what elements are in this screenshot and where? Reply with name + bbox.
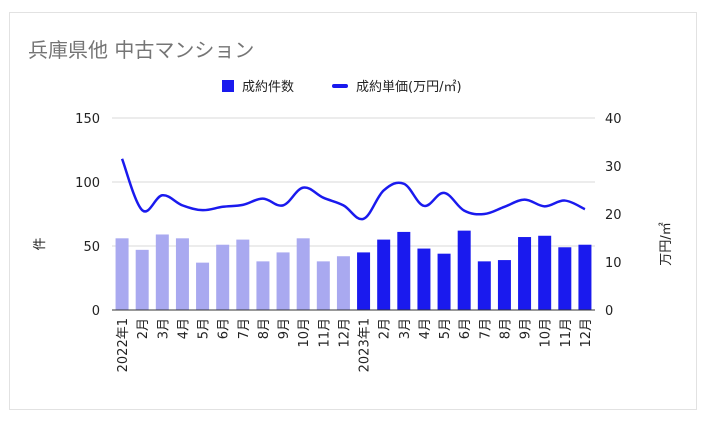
y-tick-right: 0: [605, 304, 613, 319]
legend-label-bars: 成約件数: [242, 80, 294, 95]
y-axis-title-left: 件: [33, 237, 48, 250]
y-tick-right: 30: [605, 160, 622, 175]
bar: [135, 249, 149, 310]
bar: [578, 244, 592, 310]
x-tick-label: 3月: [398, 318, 413, 339]
bar: [497, 260, 511, 310]
y-tick-left: 100: [75, 176, 100, 191]
x-tick-label: 10月: [297, 318, 312, 348]
legend-swatch-line: [332, 84, 348, 88]
x-tick-label: 5月: [438, 318, 453, 339]
bar: [457, 230, 471, 310]
x-tick-label: 7月: [237, 318, 252, 339]
legend-label-line: 成約単価(万円/㎡): [356, 79, 462, 95]
x-tick-label: 12月: [579, 318, 594, 348]
bar: [377, 239, 391, 310]
bar: [417, 248, 431, 310]
x-tick-label: 5月: [197, 318, 212, 339]
x-tick-label: 8月: [498, 318, 513, 339]
bar: [296, 238, 310, 310]
x-tick-label: 6月: [217, 318, 232, 339]
bar: [397, 231, 411, 310]
y-tick-left: 0: [92, 304, 100, 319]
bar: [256, 261, 270, 310]
bar: [276, 252, 290, 310]
bar: [316, 261, 330, 310]
bar: [477, 261, 491, 310]
x-tick-label: 7月: [478, 318, 493, 339]
y-tick-right: 40: [605, 112, 622, 127]
bar: [155, 234, 169, 310]
x-tick-label: 2023年1: [358, 318, 373, 372]
bar: [196, 262, 210, 310]
bar: [538, 235, 552, 310]
legend: 成約件数 成約単価(万円/㎡): [222, 79, 462, 95]
x-tick-label: 12月: [337, 318, 352, 348]
bar: [558, 247, 572, 310]
bar: [518, 237, 532, 310]
bar: [175, 238, 189, 310]
bar: [336, 256, 350, 310]
bar: [437, 253, 451, 310]
chart-title: 兵庫県他 中古マンション: [28, 38, 255, 62]
y-tick-left: 150: [75, 112, 100, 127]
x-tick-label: 2月: [136, 318, 151, 339]
x-tick-label: 4月: [176, 318, 191, 339]
x-tick-label: 3月: [156, 318, 171, 339]
chart-frame: [9, 12, 697, 410]
y-tick-right: 10: [605, 256, 622, 271]
x-tick-label: 2022年1: [116, 318, 131, 372]
x-tick-label: 11月: [559, 318, 574, 348]
bar: [357, 252, 371, 310]
x-tick-label: 4月: [418, 318, 433, 339]
x-tick-label: 11月: [317, 318, 332, 348]
y-tick-left: 50: [83, 240, 100, 255]
x-tick-label: 9月: [277, 318, 292, 339]
x-tick-label: 10月: [539, 318, 554, 348]
bar: [216, 244, 230, 310]
x-tick-label: 8月: [257, 318, 272, 339]
x-tick-label: 9月: [519, 318, 534, 339]
x-tick-label: 2月: [378, 318, 393, 339]
bar: [115, 238, 129, 310]
y-tick-right: 20: [605, 208, 622, 223]
y-axis-title-right: 万円/㎡: [659, 222, 674, 265]
legend-swatch-bars: [222, 80, 234, 92]
x-tick-label: 6月: [458, 318, 473, 339]
line-series: [120, 158, 586, 221]
bar-series: [115, 230, 592, 310]
unit-price-line: [120, 158, 586, 221]
grid-lines: [112, 117, 595, 247]
bar: [236, 239, 250, 310]
